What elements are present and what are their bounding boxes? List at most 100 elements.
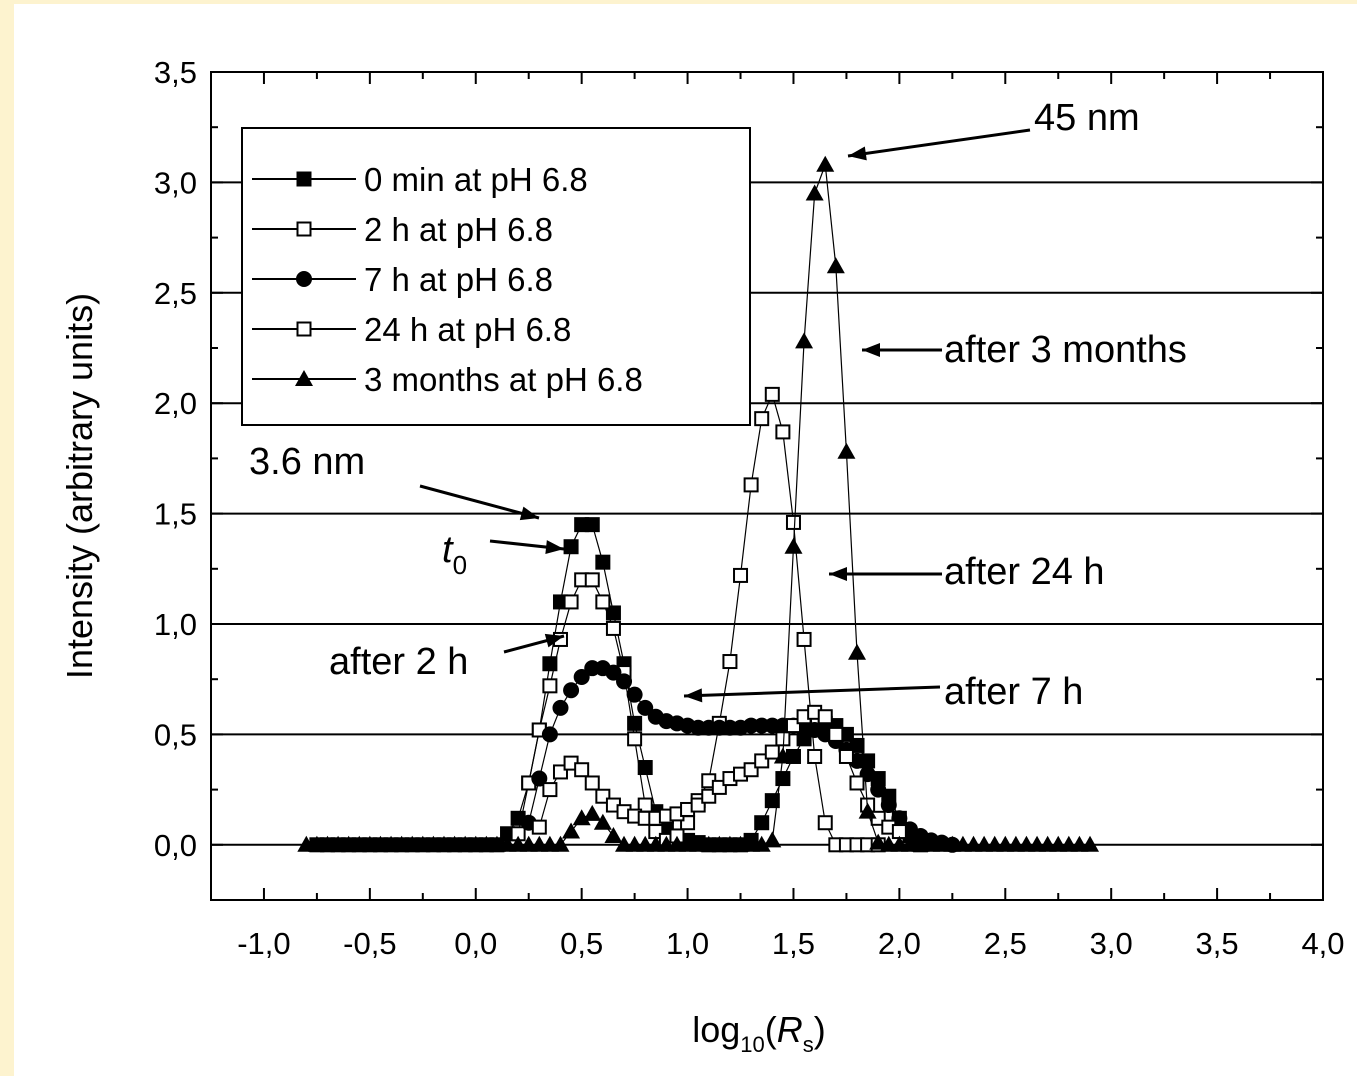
data-point (551, 835, 570, 852)
y-tick-label: 2,5 (154, 276, 197, 311)
arrow-7h (683, 685, 941, 698)
x-tick-label: -0,5 (343, 926, 396, 961)
y-tick-label: 1,0 (154, 607, 197, 642)
data-point (1081, 835, 1100, 852)
data-point (869, 833, 888, 850)
data-point (796, 631, 812, 647)
y-axis-title: Intensity (arbitrary units) (59, 293, 100, 679)
arrow-3.6nm (419, 484, 540, 520)
series-5 (297, 155, 1100, 852)
data-point (828, 726, 844, 742)
data-point (754, 411, 770, 427)
annotation-a36: 3.6 nm (249, 441, 365, 483)
x-tick-label: -1,0 (237, 926, 290, 961)
data-point (584, 775, 600, 791)
arrow-24h-head (829, 567, 847, 581)
data-point (773, 747, 792, 764)
data-point (870, 781, 887, 798)
data-point (880, 797, 897, 814)
data-point (584, 572, 600, 588)
x-tick-label: 2,5 (984, 926, 1027, 961)
legend-box (241, 127, 751, 426)
y-tick-label: 3,0 (154, 165, 197, 200)
data-point (616, 673, 633, 690)
data-point (637, 760, 653, 776)
data-point (837, 442, 856, 459)
data-point (574, 762, 590, 778)
arrow-3.6nm-head (519, 506, 539, 521)
data-point (563, 594, 579, 610)
y-tick-label: 2,0 (154, 386, 197, 421)
chart-canvas: 0,0 0,5 1,0 1,5 2,0 2,5 3,0 3,5 -1,0 -0,5 0,0 0,5 1,… (59, 55, 1345, 1057)
x-tick-label: 0,5 (560, 926, 603, 961)
series-2 (510, 386, 886, 853)
annotation-at0: t0 (442, 529, 467, 580)
x-tick-label: 2,0 (878, 926, 921, 961)
data-point (531, 819, 547, 835)
x-tick-label: 1,5 (772, 926, 815, 961)
legend-marker (296, 321, 312, 337)
data-point (722, 654, 738, 670)
x-tick-label: 0,0 (454, 926, 497, 961)
annotation-a3m: after 3 months (944, 329, 1187, 371)
annotations: 45 nm after 3 months 3.6 nm t0 after 24 h aft… (249, 97, 1187, 713)
x-tick-label: 4,0 (1301, 926, 1344, 961)
data-point (595, 594, 611, 610)
series-4 (531, 704, 907, 840)
data-point (763, 831, 782, 848)
data-point (604, 826, 623, 843)
series-line (517, 392, 879, 846)
data-point (605, 620, 621, 636)
y-tick-label: 0,0 (154, 828, 197, 863)
data-point (584, 517, 600, 533)
annotation-a24: after 24 h (944, 551, 1105, 593)
data-point (541, 726, 558, 743)
x-tick-label: 3,0 (1090, 926, 1133, 961)
data-point (627, 731, 643, 747)
legend-label: 0 min at pH 6.8 (364, 161, 588, 198)
legend-marker (296, 171, 312, 187)
data-point (733, 567, 749, 583)
legend: 0 min at pH 6.8 2 h at pH 6.8 7 h at pH 6.… (241, 127, 751, 426)
legend-label: 3 months at pH 6.8 (364, 361, 643, 398)
data-point (593, 813, 612, 830)
axes (210, 71, 1324, 901)
legend-label: 2 h at pH 6.8 (364, 211, 553, 248)
data-point (838, 748, 854, 764)
data-point (826, 257, 845, 274)
arrow-t0-head (545, 540, 564, 555)
data-point (764, 386, 780, 402)
data-point (795, 332, 814, 349)
legend-marker (296, 271, 312, 287)
data-point (563, 539, 579, 555)
data-point (627, 715, 643, 731)
arrow-2h-head (544, 633, 564, 648)
data-point (784, 537, 803, 554)
data-point (816, 155, 835, 172)
x-axis-title: log10(Rs) (692, 1009, 826, 1057)
chart-figure: 0,0 0,5 1,0 1,5 2,0 2,5 3,0 3,5 -1,0 -0,5 0,0 0,5 1,… (14, 4, 1357, 1076)
data-point (849, 775, 865, 791)
data-point (775, 771, 791, 787)
data-point (817, 815, 833, 831)
y-tick-label: 0,5 (154, 717, 197, 752)
legend-marker (296, 221, 312, 237)
data-point (764, 744, 780, 760)
data-point (562, 822, 581, 839)
annotation-a45: 45 nm (1034, 97, 1140, 139)
annotation-a7h: after 7 h (944, 671, 1083, 713)
data-point (858, 802, 877, 819)
tick-labels: 0,0 0,5 1,0 1,5 2,0 2,5 3,0 3,5 -1,0 -0,5 0,0 0,5 1,… (154, 55, 1345, 961)
data-point (573, 668, 590, 685)
data-point (595, 554, 611, 570)
data-point (542, 782, 558, 798)
arrow-45nm (847, 128, 1031, 158)
data-point (817, 709, 833, 725)
legend-label: 24 h at pH 6.8 (364, 311, 571, 348)
y-tick-label: 3,5 (154, 55, 197, 90)
data-point (848, 643, 867, 660)
data-point (583, 804, 602, 821)
y-tick-label: 1,5 (154, 497, 197, 532)
data-point (752, 835, 771, 852)
annotation-a2h: after 2 h (329, 641, 468, 683)
